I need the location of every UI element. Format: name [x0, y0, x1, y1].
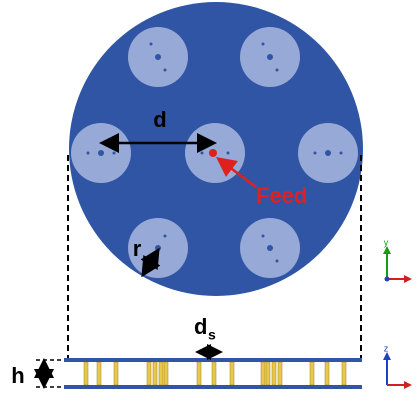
top-plate	[64, 358, 362, 362]
feed-point	[209, 149, 217, 157]
ds-subscript: s	[208, 327, 216, 343]
ds-label: d	[194, 314, 207, 339]
axis-triad-top: y	[383, 237, 412, 283]
d-label: d	[153, 107, 166, 132]
axis-label: y	[384, 237, 389, 247]
h-label: h	[11, 363, 24, 388]
bottom-plate	[64, 385, 362, 389]
h-guides	[36, 360, 64, 387]
top-view: d Feed r	[69, 2, 363, 296]
axis-label: z	[384, 343, 389, 353]
r-label: r	[133, 236, 142, 261]
feed-label: Feed	[256, 183, 307, 208]
axis-triad-bottom: z	[383, 343, 412, 389]
side-view: h d s	[11, 314, 362, 389]
antenna-diagram: d Feed r h d s y	[0, 0, 417, 394]
pins	[84, 362, 346, 385]
